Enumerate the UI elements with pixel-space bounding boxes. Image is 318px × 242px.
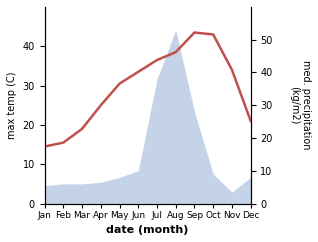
X-axis label: date (month): date (month) — [107, 225, 189, 235]
Y-axis label: max temp (C): max temp (C) — [7, 71, 17, 139]
Y-axis label: med. precipitation
(kg/m2): med. precipitation (kg/m2) — [289, 60, 311, 150]
